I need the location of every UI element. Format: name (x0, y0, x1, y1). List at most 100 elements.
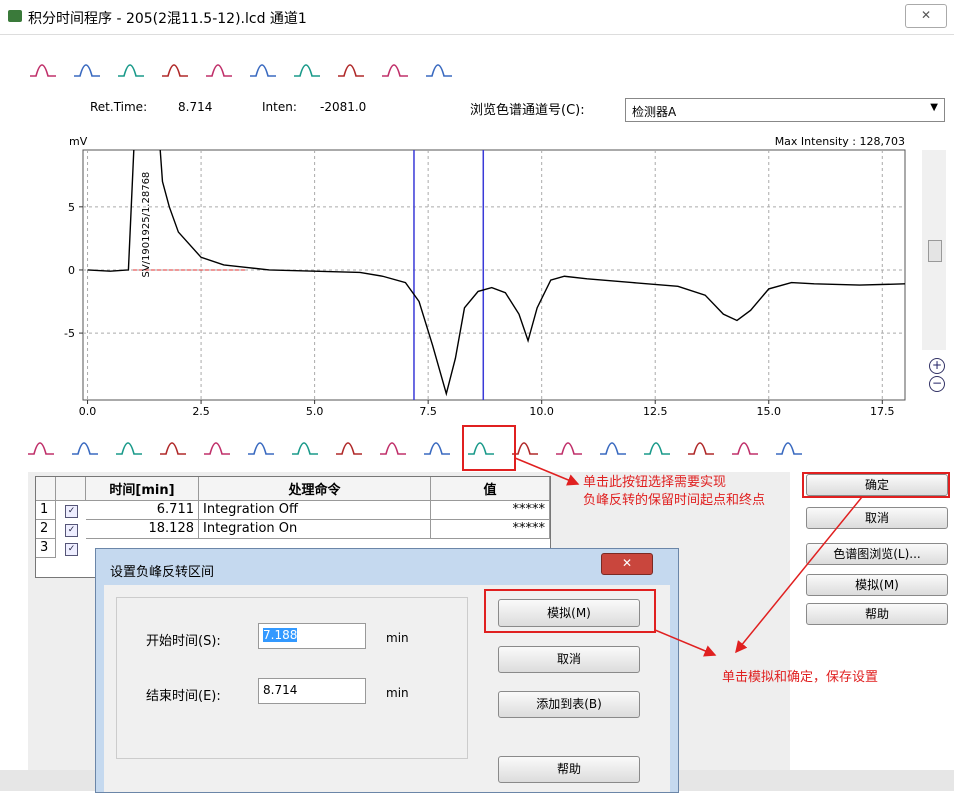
dialog-help[interactable]: 帮助 (498, 756, 640, 783)
x-tick-label: 2.5 (192, 405, 210, 418)
start-label: 开始时间(S): (146, 630, 221, 649)
app-icon (8, 10, 22, 22)
side-button[interactable]: 取消 (806, 507, 948, 529)
checkbox[interactable]: ✓ (65, 524, 78, 537)
table-cell: 3 (36, 539, 56, 558)
table-cell: Integration Off (199, 501, 431, 520)
end-label: 结束时间(E): (146, 685, 221, 704)
toolbar-icon[interactable] (688, 443, 714, 454)
ret-time-label: Ret.Time: (90, 100, 147, 114)
channel-select[interactable]: 检测器A ▼ (625, 98, 945, 122)
x-tick-label: 17.5 (870, 405, 895, 418)
y-tick-label: 5 (68, 201, 75, 214)
inten-value: -2081.0 (320, 100, 366, 114)
end-unit: min (386, 686, 409, 700)
toolbar-icon[interactable] (336, 443, 362, 454)
ret-time-value: 8.714 (178, 100, 212, 114)
toolbar-icon[interactable] (248, 443, 274, 454)
toolbar-icon[interactable] (512, 443, 538, 454)
end-value: 8.714 (263, 683, 297, 697)
toolbar-icon[interactable] (72, 443, 98, 454)
toolbar-icon[interactable] (424, 443, 450, 454)
x-tick-label: 12.5 (643, 405, 668, 418)
toolbar-icon[interactable] (206, 65, 232, 76)
dialog-cancel[interactable]: 取消 (498, 646, 640, 673)
close-button[interactable]: ✕ (905, 4, 947, 28)
start-value: 7.188 (263, 628, 297, 642)
toolbar-icon[interactable] (294, 65, 320, 76)
side-button[interactable]: 帮助 (806, 603, 948, 625)
toolbar-icon[interactable] (600, 443, 626, 454)
toolbar-icon[interactable] (380, 443, 406, 454)
max-intensity: Max Intensity : 128,703 (775, 135, 905, 148)
table-header (56, 477, 86, 501)
x-tick-label: 15.0 (757, 405, 782, 418)
side-button[interactable]: 确定 (806, 474, 948, 496)
chart: mV Max Intensity : 128,703 5 0 -5 0.0 2.5 5.0 7.… (0, 125, 954, 425)
x-tick-label: 5.0 (306, 405, 324, 418)
dialog-add[interactable]: 添加到表(B) (498, 691, 640, 718)
toolbar-icon[interactable] (118, 65, 144, 76)
start-input[interactable]: 7.188 (258, 623, 366, 649)
side-button[interactable]: 模拟(M) (806, 574, 948, 596)
inten-label: Inten: (262, 100, 297, 114)
toolbar-icon[interactable] (292, 443, 318, 454)
x-tick-label: 0.0 (79, 405, 97, 418)
checkbox[interactable]: ✓ (65, 505, 78, 518)
table-cell: Integration On (199, 520, 431, 539)
scrollbar[interactable] (922, 150, 946, 350)
zoom-out[interactable]: − (929, 376, 945, 392)
toolbar-icon[interactable] (162, 65, 188, 76)
dialog-close[interactable]: ✕ (601, 553, 653, 575)
table-cell: ***** (431, 501, 550, 520)
toolbar-icon[interactable] (776, 443, 802, 454)
title-bar: 积分时间程序 - 205(2混11.5-12).lcd 通道1 ✕ (0, 0, 954, 35)
toolbar-icon[interactable] (74, 65, 100, 76)
channel-value: 检测器A (632, 103, 676, 120)
toolbar-icon[interactable] (732, 443, 758, 454)
toolbar-icon[interactable] (426, 65, 452, 76)
y-tick-label: -5 (64, 327, 75, 340)
table-cell: 18.128 (86, 520, 199, 539)
table-header (36, 477, 56, 501)
toolbar-top (0, 40, 480, 90)
dialog-simulate[interactable]: 模拟(M) (498, 599, 640, 627)
page: {"window": {"title": "积分时间程序 - 205(2混11.… (0, 0, 954, 791)
scroll-thumb[interactable] (928, 240, 942, 262)
toolbar-icon[interactable] (382, 65, 408, 76)
toolbar-icon[interactable] (644, 443, 670, 454)
table-cell: 6.711 (86, 501, 199, 520)
table-header: 值 (431, 477, 550, 501)
x-tick-label: 10.0 (529, 405, 554, 418)
y-tick-label: 0 (68, 264, 75, 277)
table-cell: 1 (36, 501, 56, 520)
toolbar-icon[interactable] (338, 65, 364, 76)
toolbar-icon[interactable] (30, 65, 56, 76)
checkbox[interactable]: ✓ (65, 543, 78, 556)
toolbar-icon[interactable] (468, 443, 494, 454)
plot-area (83, 150, 905, 400)
end-input[interactable]: 8.714 (258, 678, 366, 704)
dialog-title: 设置负峰反转区间 (110, 561, 214, 580)
toolbar-icon[interactable] (160, 443, 186, 454)
toolbar-icon[interactable] (116, 443, 142, 454)
table-header: 时间[min] (86, 477, 199, 501)
toolbar-icon[interactable] (250, 65, 276, 76)
toolbar-icon[interactable] (28, 443, 54, 454)
side-button[interactable]: 色谱图浏览(L)... (806, 543, 948, 565)
y-axis-label: mV (69, 135, 88, 148)
start-unit: min (386, 631, 409, 645)
toolbar-bottom (0, 420, 840, 472)
peak-label: SV/1901925/1.28768 (141, 172, 152, 278)
table-header: 处理命令 (199, 477, 431, 501)
toolbar-icon[interactable] (204, 443, 230, 454)
channel-label: 浏览色谱通道号(C): (470, 99, 585, 118)
dialog: 设置负峰反转区间 ✕ 开始时间(S): 7.188 min 结束时间(E): 8… (95, 548, 679, 793)
x-tick-label: 7.5 (419, 405, 437, 418)
toolbar-icon[interactable] (556, 443, 582, 454)
zoom-in[interactable]: + (929, 358, 945, 374)
root: 积分时间程序 - 205(2混11.5-12).lcd 通道1 ✕ Ret.Ti… (0, 0, 954, 791)
table-cell: 2 (36, 520, 56, 539)
table-cell: ***** (431, 520, 550, 539)
window-title: 积分时间程序 - 205(2混11.5-12).lcd 通道1 (28, 8, 307, 28)
